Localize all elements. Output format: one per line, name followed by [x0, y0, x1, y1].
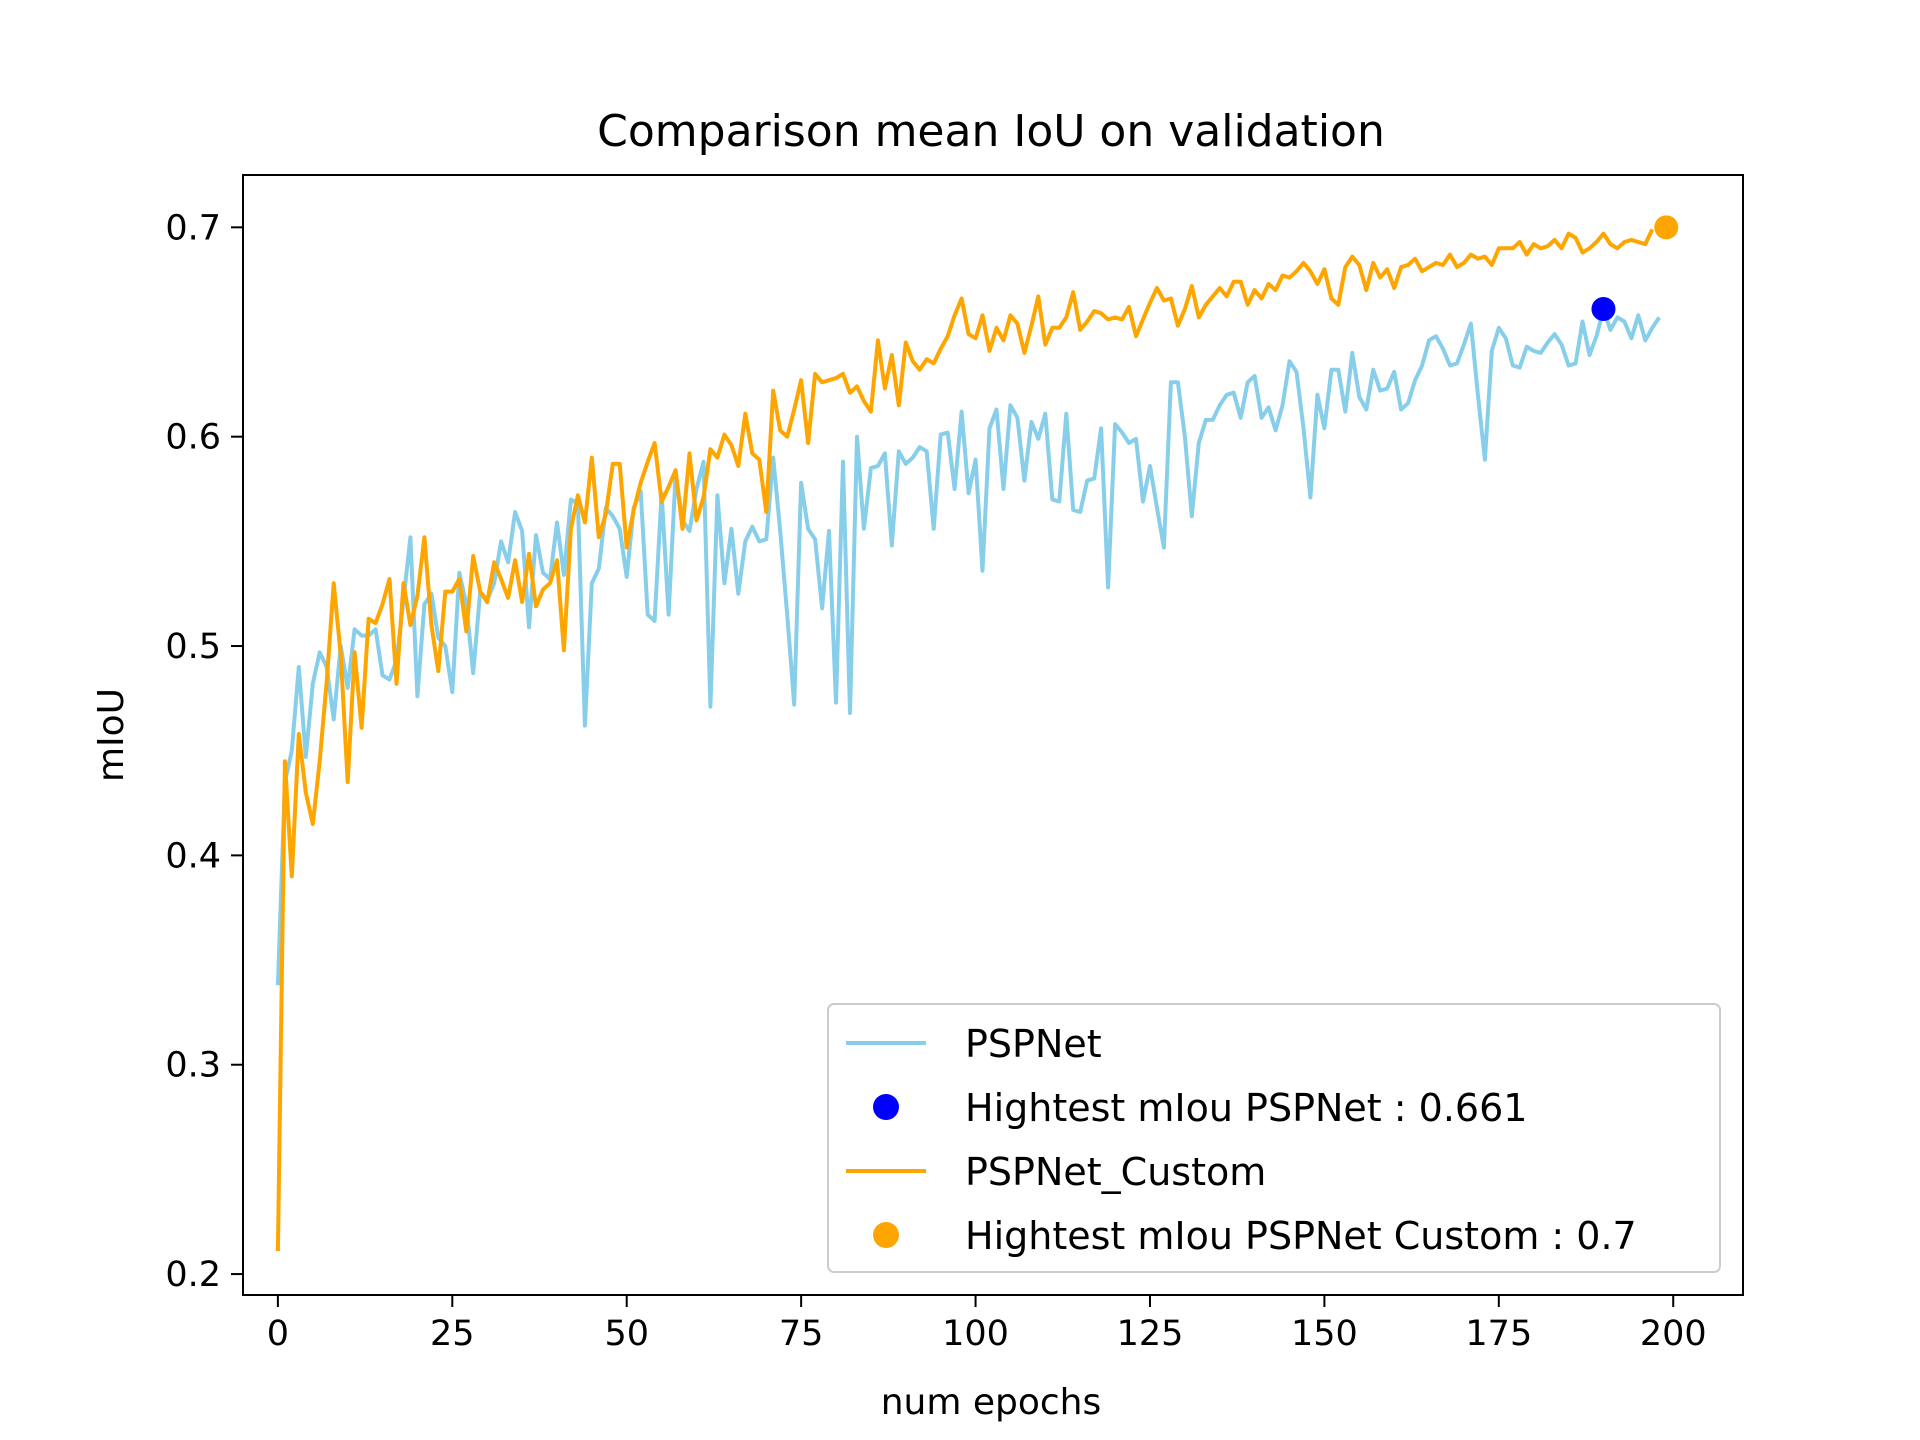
legend-marker-swatch [873, 1222, 899, 1248]
x-tick-label: 100 [942, 1314, 1009, 1354]
x-tick-label: 150 [1291, 1314, 1358, 1354]
y-tick-label: 0.3 [165, 1046, 221, 1086]
x-tick-label: 0 [267, 1314, 289, 1354]
series-line-0 [275, 307, 1661, 986]
x-tick-label: 25 [430, 1314, 475, 1354]
x-tick-label: 175 [1465, 1314, 1532, 1354]
y-axis-label: mIoU [91, 688, 132, 782]
y-tick-label: 0.7 [165, 208, 221, 248]
x-tick-label: 75 [779, 1314, 824, 1354]
x-axis: 0 25 50 75 100 125 150 175 200 [267, 1295, 1707, 1354]
y-axis: 0.2 0.3 0.4 0.5 0.6 0.7 [165, 208, 243, 1295]
y-tick-label: 0.4 [165, 836, 221, 876]
y-tick-label: 0.2 [165, 1255, 221, 1295]
legend-label: Hightest mIou PSPNet Custom : 0.7 [965, 1214, 1637, 1258]
legend: PSPNet Hightest mIou PSPNet : 0.661 PSPNet… [827, 1003, 1721, 1273]
legend-box [827, 1003, 1721, 1273]
x-tick-label: 50 [604, 1314, 649, 1354]
plot-frame [242, 174, 1744, 1296]
plot-area [275, 215, 1679, 1252]
y-tick-label: 0.6 [165, 418, 221, 458]
x-tick-label: 125 [1117, 1314, 1184, 1354]
x-tick-label: 200 [1640, 1314, 1707, 1354]
series-line-2 [275, 228, 1655, 1252]
legend-marker-swatch [873, 1094, 899, 1120]
highest-point-marker-1 [1591, 296, 1616, 321]
x-axis-label: num epochs [881, 1382, 1102, 1423]
legend-label: PSPNet_Custom [965, 1150, 1266, 1194]
chart-title: Comparison mean IoU on validation [597, 106, 1385, 157]
highest-point-marker-3 [1654, 215, 1679, 240]
legend-label: Hightest mIou PSPNet : 0.661 [965, 1086, 1527, 1130]
legend-label: PSPNet [965, 1022, 1102, 1066]
y-tick-label: 0.5 [165, 627, 221, 667]
